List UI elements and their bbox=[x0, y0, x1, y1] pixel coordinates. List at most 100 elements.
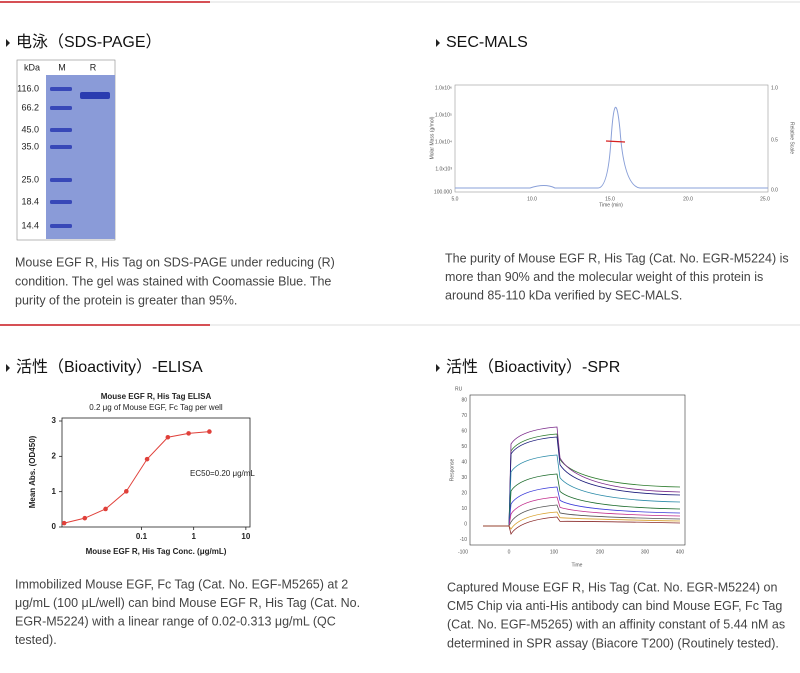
caption-line: condition. The gel was stained with Coom… bbox=[15, 274, 331, 288]
y-tick-label: 1.0x10⁴ bbox=[435, 139, 452, 145]
data-point bbox=[165, 434, 171, 440]
section-title: 电泳（SDS-PAGE） bbox=[16, 33, 162, 51]
marker-band bbox=[50, 224, 72, 228]
chart-subtitle: 0.2 μg of Mouse EGF, Fc Tag per well bbox=[89, 403, 223, 412]
marker-label: 14.4 bbox=[21, 220, 39, 230]
y-tick-label: 50 bbox=[461, 444, 467, 450]
section-title: 活性（Bioactivity）-SPR bbox=[446, 358, 620, 376]
y-axis-label: Mean Abs. (OD450) bbox=[28, 435, 37, 508]
y-axis-label: Molar Mass (g/mol) bbox=[429, 116, 435, 159]
y-tick-label: 30 bbox=[461, 475, 467, 481]
caption-line: The purity of Mouse EGF R, His Tag (Cat.… bbox=[445, 251, 789, 265]
y-tick-label: 1.0x10⁶ bbox=[435, 85, 452, 91]
y2-tick-label: 0.5 bbox=[771, 137, 778, 143]
caption-line: μg/mL (100 μL/well) can bind Mouse EGF R… bbox=[15, 596, 360, 610]
lane-header: R bbox=[90, 62, 97, 72]
plot-frame bbox=[469, 394, 686, 546]
unit-label: RU bbox=[455, 386, 463, 392]
data-point bbox=[82, 515, 88, 521]
x-tick-label: 10.0 bbox=[527, 196, 537, 202]
spr-curves bbox=[483, 426, 681, 535]
x-tick-label: 15.0 bbox=[605, 196, 615, 202]
marker-label: 18.4 bbox=[21, 196, 39, 206]
chart-title: Mouse EGF R, His Tag ELISA bbox=[101, 392, 212, 401]
marker-label: 25.0 bbox=[21, 174, 39, 184]
data-point bbox=[61, 520, 67, 526]
lane-header: M bbox=[58, 62, 66, 72]
annotation: EC50=0.20 μg/mL bbox=[190, 469, 255, 478]
y-tick-label: 0 bbox=[52, 522, 57, 531]
marker-band bbox=[50, 145, 72, 149]
caption-line: determined in SPR assay (Biacore T200) (… bbox=[447, 636, 779, 650]
sensorgram bbox=[483, 436, 681, 527]
gel bbox=[46, 75, 115, 239]
marker-label: 45.0 bbox=[21, 124, 39, 134]
data-point bbox=[144, 456, 150, 462]
y-tick-label: 100.000 bbox=[434, 189, 452, 195]
x-tick-label: 400 bbox=[676, 549, 685, 555]
sensorgram bbox=[483, 454, 681, 527]
y-tick-label: 70 bbox=[461, 413, 467, 419]
marker-label: 116.0 bbox=[17, 83, 39, 93]
x-axis-label: Mouse EGF R, His Tag Conc. (μg/mL) bbox=[86, 547, 227, 556]
y-tick-label: 60 bbox=[461, 428, 467, 434]
x-tick-label: -100 bbox=[458, 549, 468, 555]
y-tick-label: 80 bbox=[461, 397, 467, 403]
x-tick-label: 0 bbox=[508, 549, 511, 555]
caption-line: Mouse EGF R, His Tag on SDS-PAGE under r… bbox=[15, 255, 335, 269]
bullet bbox=[436, 364, 440, 372]
sensorgram bbox=[483, 486, 681, 527]
x-tick-label: 200 bbox=[596, 549, 605, 555]
caption-line: Captured Mouse EGF R, His Tag (Cat. No. … bbox=[447, 580, 777, 594]
caption-line: purity of the protein is greater than 95… bbox=[15, 293, 237, 307]
y-tick-label: 20 bbox=[461, 490, 467, 496]
x-tick-label: 20.0 bbox=[683, 196, 693, 202]
marker-band bbox=[50, 178, 72, 182]
sensorgram bbox=[483, 433, 681, 527]
sensorgram bbox=[483, 504, 681, 527]
x-tick-label: 100 bbox=[550, 549, 559, 555]
caption-line: around 85-110 kDa verified by SEC-MALS. bbox=[445, 288, 682, 302]
x-tick-label: 1 bbox=[191, 532, 196, 541]
x-tick-label: 0.1 bbox=[136, 532, 148, 541]
y-tick-label: 10 bbox=[461, 506, 467, 512]
y2-axis-label: Relative Scale bbox=[789, 122, 795, 154]
marker-band bbox=[50, 87, 72, 91]
sensorgram bbox=[483, 473, 681, 527]
x-tick-label: 10 bbox=[241, 532, 250, 541]
gel-band bbox=[80, 92, 110, 99]
caption-line: tested). bbox=[15, 633, 57, 647]
sensorgram bbox=[483, 496, 681, 527]
y-axis-label: Response bbox=[449, 459, 455, 482]
caption-line: Immobilized Mouse EGF, Fc Tag (Cat. No. … bbox=[15, 577, 348, 591]
bullet bbox=[436, 39, 440, 47]
y2-tick-label: 1.0 bbox=[771, 85, 778, 91]
data-point bbox=[103, 506, 108, 512]
x-tick-label: 5.0 bbox=[452, 196, 459, 202]
chromatogram bbox=[455, 106, 768, 189]
caption-line: EGR-M5224) with a linear range of 0.02-0… bbox=[15, 614, 336, 628]
data-point bbox=[124, 489, 129, 494]
marker-band bbox=[50, 106, 72, 110]
bullet bbox=[6, 364, 10, 372]
y-tick-label: -10 bbox=[460, 537, 467, 543]
lane-header: kDa bbox=[24, 62, 40, 72]
caption-line: more than 90% and the molecular weight o… bbox=[445, 270, 763, 284]
marker-label: 66.2 bbox=[21, 102, 39, 112]
sensorgram bbox=[483, 516, 681, 535]
marker-band bbox=[50, 128, 72, 132]
y2-tick-label: 0.0 bbox=[771, 187, 778, 193]
data-point bbox=[186, 431, 191, 436]
y-tick-label: 40 bbox=[461, 459, 467, 465]
marker-label: 35.0 bbox=[21, 141, 39, 151]
molar-mass-trace bbox=[605, 140, 626, 143]
y-tick-label: 3 bbox=[52, 416, 57, 425]
x-tick-label: 300 bbox=[641, 549, 650, 555]
marker-band bbox=[50, 200, 72, 204]
y-tick-label: 0 bbox=[464, 521, 467, 527]
section-title: 活性（Bioactivity）-ELISA bbox=[16, 358, 203, 376]
fit-curve bbox=[64, 431, 210, 524]
sensorgram bbox=[483, 511, 681, 530]
x-axis-label: Time (min) bbox=[599, 202, 623, 208]
